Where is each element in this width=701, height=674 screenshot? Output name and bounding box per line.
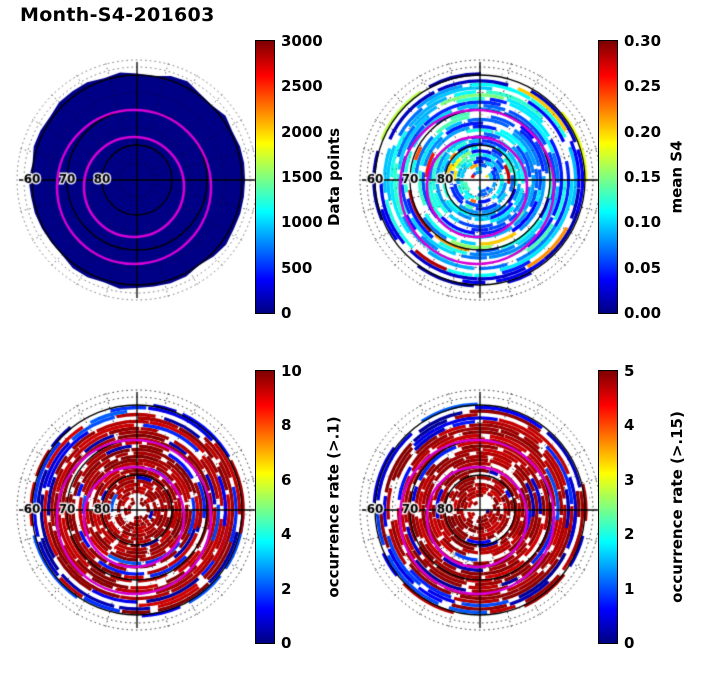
panel-mean-s4: 0.00 0.05 0.10 0.15 0.20 0.25 0.30 mean S4	[353, 28, 701, 340]
colorbar-label-data-points: Data points	[312, 41, 356, 313]
figure-title: Month-S4-201603	[20, 4, 215, 26]
colorbar-tick-label: 2500	[281, 77, 323, 96]
colorbar-ticks-data-points: 0 500 1000 1500 2000 2500 3000	[281, 33, 335, 321]
colorbar-tick-label: 10	[281, 362, 302, 380]
colorbar-ticks-occurrence-rate-15: 0 1 2 3 4 5	[624, 363, 678, 651]
colorbar-mean-s4	[598, 40, 618, 314]
colorbar-tick-label: 1500	[281, 168, 323, 186]
colorbar-tick-label: 0.25	[624, 77, 662, 96]
colorbar-tick-label: 0	[281, 634, 292, 652]
colorbar-data-points	[255, 40, 275, 314]
colorbar-label-text: Data points	[325, 127, 343, 227]
panel-occurrence-rate-15: 0 1 2 3 4 5 occurrence rate (>.15)	[353, 358, 701, 670]
colorbar-tick-label: 4	[281, 525, 292, 544]
polar-plot-occurrence-rate-1	[12, 382, 262, 638]
colorbar-tick-label: 3000	[281, 32, 323, 50]
colorbar-tick-label: 3	[624, 470, 635, 489]
colorbar-tick-label: 6	[281, 470, 292, 489]
colorbar-tick-label: 5	[624, 362, 635, 380]
colorbar-tick-label: 0.10	[624, 213, 662, 232]
colorbar-tick-label: 1000	[281, 213, 323, 232]
polar-plot-data-points	[12, 52, 262, 308]
colorbar-tick-label: 0.15	[624, 168, 662, 186]
polar-plot-occurrence-rate-15	[355, 382, 605, 638]
colorbar-label-text: mean S4	[668, 140, 687, 214]
colorbar-tick-label: 0.30	[624, 32, 662, 50]
colorbar-tick-label: 2	[624, 525, 635, 544]
colorbar-ticks-mean-s4: 0.00 0.05 0.10 0.15 0.20 0.25 0.30	[624, 33, 678, 321]
colorbar-label-text: occurrence rate (>.1)	[325, 416, 344, 598]
colorbar-label-occurrence-rate-1: occurrence rate (>.1)	[312, 371, 356, 643]
colorbar-occurrence-rate-15	[598, 370, 618, 644]
colorbar-tick-label: 8	[281, 416, 292, 435]
panel-occurrence-rate-1: 0 2 4 6 8 10 occurrence rate (>.1)	[10, 358, 358, 670]
colorbar-tick-label: 500	[281, 258, 313, 277]
colorbar-tick-label: 0.00	[624, 304, 662, 322]
colorbar-label-mean-s4: mean S4	[655, 41, 699, 313]
colorbar-tick-label: 1	[624, 579, 635, 598]
colorbar-tick-label: 2	[281, 579, 292, 598]
colorbar-tick-label: 0	[281, 304, 292, 322]
panel-data-points: 0 500 1000 1500 2000 2500 3000 Data points	[10, 28, 358, 340]
colorbar-tick-label: 2000	[281, 122, 323, 141]
colorbar-label-occurrence-rate-15: occurrence rate (>.15)	[655, 371, 699, 643]
colorbar-occurrence-rate-1	[255, 370, 275, 644]
colorbar-tick-label: 4	[624, 416, 635, 435]
colorbar-tick-label: 0.20	[624, 122, 662, 141]
colorbar-ticks-occurrence-rate-1: 0 2 4 6 8 10	[281, 363, 335, 651]
polar-plot-mean-s4	[355, 52, 605, 308]
colorbar-tick-label: 0.05	[624, 258, 662, 277]
colorbar-tick-label: 0	[624, 634, 635, 652]
colorbar-label-text: occurrence rate (>.15)	[668, 411, 687, 603]
